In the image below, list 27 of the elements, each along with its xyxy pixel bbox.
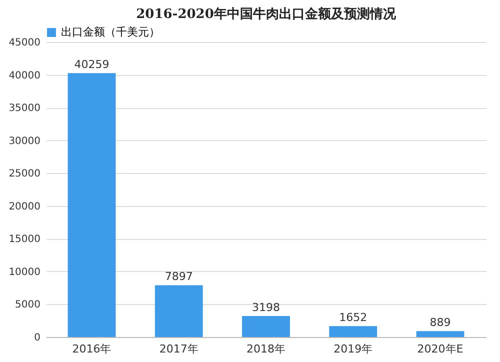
- x-tick-label: 2016年: [72, 342, 112, 356]
- data-label: 7897: [164, 270, 193, 284]
- y-tick-label: 40000: [8, 70, 40, 82]
- y-tick-label: 35000: [8, 103, 40, 114]
- y-tick-label: 10000: [8, 266, 40, 278]
- data-label: 40259: [74, 58, 110, 72]
- data-label: 889: [430, 316, 451, 330]
- bar: [329, 326, 378, 337]
- y-tick-label: 30000: [8, 136, 40, 147]
- y-tick-label: 25000: [8, 168, 40, 180]
- x-tick-label: 2018年: [246, 342, 286, 356]
- y-tick-label: 15000: [8, 234, 40, 246]
- y-tick-label: 0: [34, 332, 40, 344]
- y-tick-label: 20000: [8, 201, 40, 212]
- data-label: 3198: [252, 301, 280, 314]
- legend-label: 出口金额（千美元）: [61, 26, 160, 38]
- bar: [242, 316, 290, 337]
- x-tick-label: 2020年E: [417, 342, 464, 356]
- y-tick-label: 5000: [15, 300, 40, 311]
- y-tick-label: 45000: [8, 38, 40, 48]
- bar: [154, 285, 203, 337]
- chart-title: 2016-2020年中国牛肉出口金额及预测情况: [136, 6, 397, 22]
- x-tick-label: 2019年: [334, 342, 373, 356]
- bar: [416, 331, 464, 337]
- bar: [68, 73, 116, 337]
- x-tick-label: 2017年: [159, 342, 198, 356]
- data-label: 1652: [339, 311, 368, 324]
